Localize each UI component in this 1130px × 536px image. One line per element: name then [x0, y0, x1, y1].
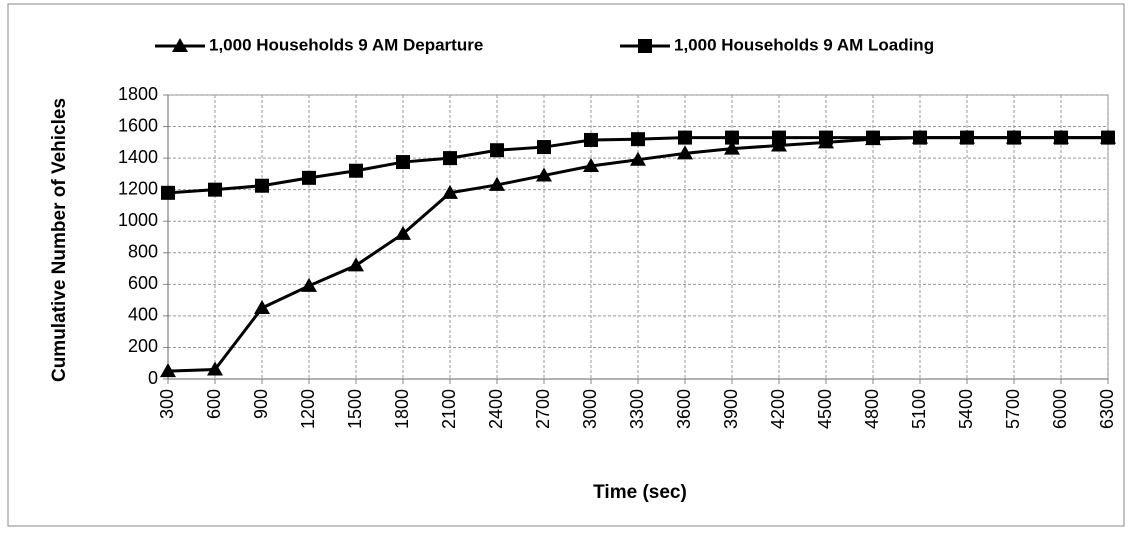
data-point [443, 151, 457, 166]
data-point [1054, 130, 1068, 145]
y-tick-label: 1400 [118, 147, 158, 167]
x-tick-label: 6300 [1097, 389, 1117, 429]
x-tick-label: 5700 [1003, 389, 1023, 429]
data-point [160, 363, 176, 378]
x-tick-label: 4500 [815, 389, 835, 429]
x-tick-label: 4200 [768, 389, 788, 429]
x-tick-label: 1200 [298, 389, 318, 429]
legend-label: 1,000 Households 9 AM Departure [209, 35, 483, 54]
x-tick-label: 4800 [862, 389, 882, 429]
data-point [584, 132, 598, 147]
y-tick-label: 800 [128, 242, 158, 262]
data-point [677, 145, 693, 160]
data-point [631, 132, 645, 147]
data-point [207, 361, 223, 376]
data-point [301, 277, 317, 292]
x-tick-label: 2700 [533, 389, 553, 429]
y-tick-label: 1200 [118, 178, 158, 198]
data-point [161, 185, 175, 200]
data-point [349, 163, 363, 178]
x-tick-label: 1500 [345, 389, 365, 429]
data-point [208, 182, 222, 197]
x-tick-label: 3900 [721, 389, 741, 429]
x-tick-label: 5400 [956, 389, 976, 429]
y-tick-label: 1600 [118, 115, 158, 135]
y-tick-label: 200 [128, 336, 158, 356]
y-tick-label: 600 [128, 273, 158, 293]
data-point [630, 151, 646, 166]
data-point [395, 225, 411, 240]
data-point [583, 158, 599, 172]
data-point [913, 130, 927, 145]
data-point [489, 176, 505, 191]
x-tick-label: 3600 [674, 389, 694, 429]
y-tick-label: 0 [148, 368, 158, 388]
data-point [1101, 130, 1115, 145]
x-tick-label: 5100 [909, 389, 929, 429]
y-tick-label: 400 [128, 305, 158, 325]
data-point [442, 184, 458, 199]
data-point [678, 130, 692, 145]
x-tick-label: 900 [251, 389, 271, 419]
data-point [254, 300, 270, 314]
x-tick-label: 2400 [486, 389, 506, 429]
data-point [490, 143, 504, 158]
data-point [1007, 130, 1021, 145]
data-point [960, 130, 974, 145]
data-point [772, 130, 786, 145]
y-axis-title: Cumulative Number of Vehicles [49, 98, 70, 382]
legend-marker [172, 38, 188, 52]
y-tick-label: 1800 [118, 84, 158, 104]
x-axis-title: Time (sec) [593, 482, 687, 503]
data-point [866, 130, 880, 145]
data-point [536, 167, 552, 182]
x-tick-label: 2100 [439, 389, 459, 429]
data-point [819, 130, 833, 145]
y-tick-label: 1000 [118, 210, 158, 230]
data-point [396, 155, 410, 170]
data-point [725, 130, 739, 145]
data-point [724, 140, 740, 155]
x-tick-label: 6000 [1050, 389, 1070, 429]
x-tick-label: 1800 [392, 389, 412, 429]
x-tick-label: 300 [157, 389, 177, 419]
data-point [537, 140, 551, 155]
data-point [255, 178, 269, 193]
legend-marker [638, 39, 652, 53]
data-point [348, 257, 364, 272]
x-tick-label: 3000 [580, 389, 600, 429]
x-tick-label: 600 [204, 389, 224, 419]
data-point [302, 170, 316, 185]
x-tick-label: 3300 [627, 389, 647, 429]
legend-label: 1,000 Households 9 AM Loading [674, 35, 934, 54]
